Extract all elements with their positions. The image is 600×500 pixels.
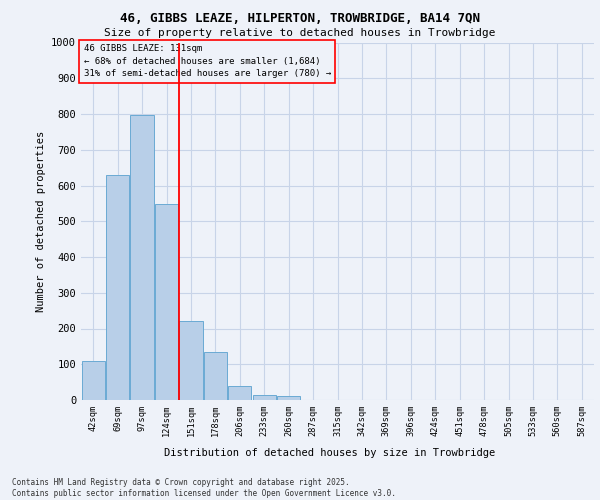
Bar: [277, 396, 300, 400]
Text: 46, GIBBS LEAZE, HILPERTON, TROWBRIDGE, BA14 7QN: 46, GIBBS LEAZE, HILPERTON, TROWBRIDGE, …: [120, 12, 480, 26]
Bar: [155, 204, 178, 400]
Text: Distribution of detached houses by size in Trowbridge: Distribution of detached houses by size …: [164, 448, 496, 458]
Bar: [253, 394, 276, 400]
Bar: [228, 386, 251, 400]
Text: Contains HM Land Registry data © Crown copyright and database right 2025.
Contai: Contains HM Land Registry data © Crown c…: [12, 478, 396, 498]
Bar: [106, 175, 129, 400]
Text: Size of property relative to detached houses in Trowbridge: Size of property relative to detached ho…: [104, 28, 496, 38]
Bar: [204, 352, 227, 400]
Bar: [179, 320, 203, 400]
Y-axis label: Number of detached properties: Number of detached properties: [35, 130, 46, 312]
Bar: [130, 115, 154, 400]
Bar: [82, 362, 105, 400]
Text: 46 GIBBS LEAZE: 131sqm
← 68% of detached houses are smaller (1,684)
31% of semi-: 46 GIBBS LEAZE: 131sqm ← 68% of detached…: [83, 44, 331, 78]
